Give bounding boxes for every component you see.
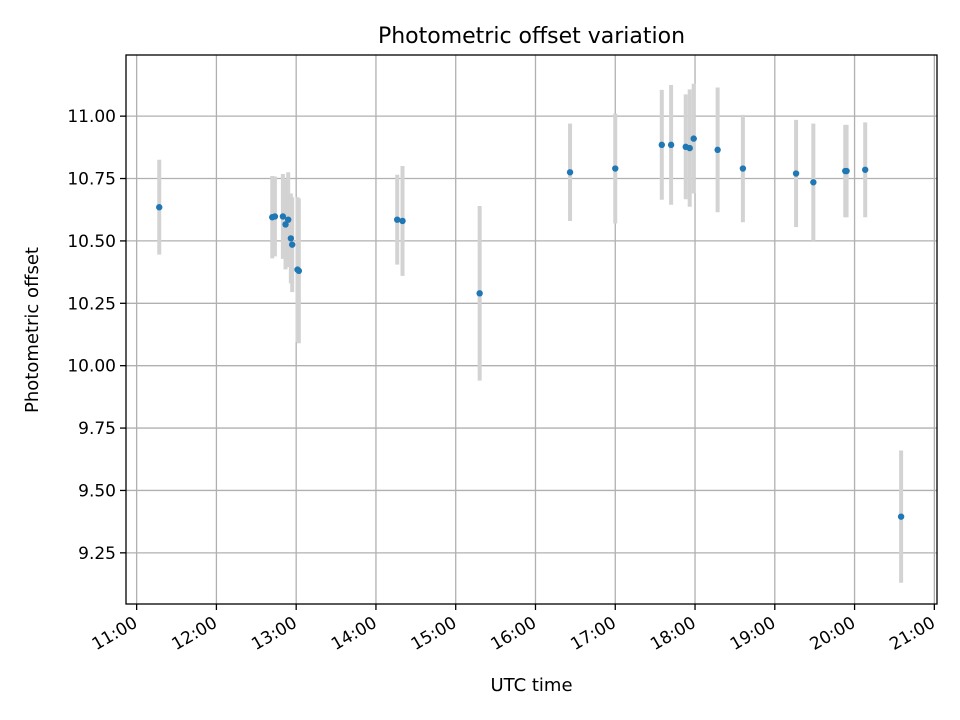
y-tick-label: 11.00: [67, 107, 116, 127]
y-axis-label: Photometric offset: [22, 247, 43, 413]
data-point-22: [792, 170, 800, 177]
data-point-19: [690, 135, 697, 142]
y-tick-label: 9.50: [78, 481, 116, 501]
y-tick-label: 10.25: [67, 294, 116, 314]
y-tick-label: 10.50: [67, 232, 116, 252]
x-axis-label: UTC time: [490, 675, 572, 696]
data-point-13: [566, 169, 574, 176]
data-point-5: [285, 216, 292, 223]
y-tick-label: 10.75: [67, 170, 116, 190]
data-point-11: [399, 217, 406, 225]
data-point-25: [843, 167, 850, 175]
data-point-6: [287, 235, 295, 242]
data-point-27: [897, 513, 905, 520]
data-point-3: [279, 213, 287, 220]
data-point-20: [714, 146, 721, 154]
data-point-0: [156, 204, 163, 211]
data-point-7: [288, 241, 296, 248]
y-tick-label: 10.00: [67, 357, 116, 377]
data-point-10: [394, 216, 401, 223]
data-point-23: [810, 179, 817, 186]
data-point-14: [612, 165, 619, 172]
y-tick-label: 9.75: [78, 419, 116, 439]
data-point-26: [862, 166, 869, 173]
data-point-2: [271, 213, 279, 220]
data-point-18: [686, 144, 693, 152]
data-point-4: [282, 221, 289, 228]
data-point-15: [658, 141, 665, 149]
data-point-21: [739, 165, 747, 172]
data-point-16: [667, 141, 675, 149]
chart-title: Photometric offset variation: [378, 24, 685, 49]
data-point-9: [295, 267, 303, 275]
data-point-12: [476, 290, 483, 297]
y-axis-ticks: 9.25 9.50 9.75 10.00 10.25 10.50 10.75 11.00: [67, 107, 126, 564]
data-points: [156, 135, 905, 520]
plot-frame: [125, 54, 938, 605]
y-tick-label: 9.25: [78, 544, 116, 564]
